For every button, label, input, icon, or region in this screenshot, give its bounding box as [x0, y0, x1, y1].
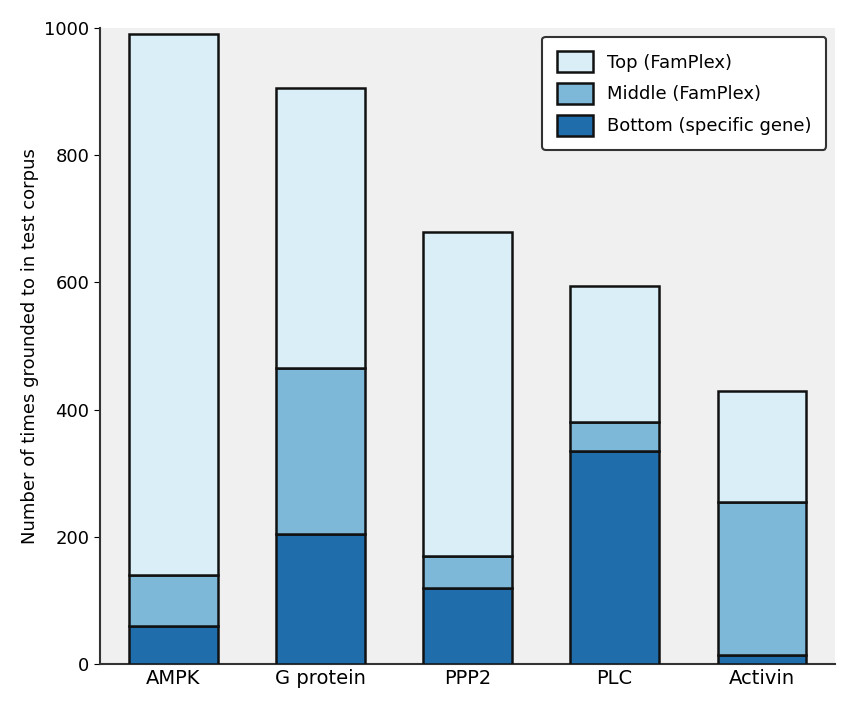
Bar: [570, 423, 659, 451]
Bar: [129, 626, 217, 664]
Bar: [129, 34, 217, 575]
Bar: [717, 391, 805, 502]
Bar: [424, 588, 512, 664]
Y-axis label: Number of times grounded to in test corpus: Number of times grounded to in test corp…: [21, 148, 39, 544]
Bar: [570, 286, 659, 423]
Bar: [570, 451, 659, 664]
Bar: [276, 534, 365, 664]
Bar: [424, 556, 512, 588]
Bar: [129, 575, 217, 626]
Bar: [424, 232, 512, 556]
Bar: [276, 369, 365, 534]
Bar: [717, 502, 805, 654]
Bar: [276, 89, 365, 369]
Bar: [717, 654, 805, 664]
Legend: Top (FamPlex), Middle (FamPlex), Bottom (specific gene): Top (FamPlex), Middle (FamPlex), Bottom …: [542, 37, 826, 150]
